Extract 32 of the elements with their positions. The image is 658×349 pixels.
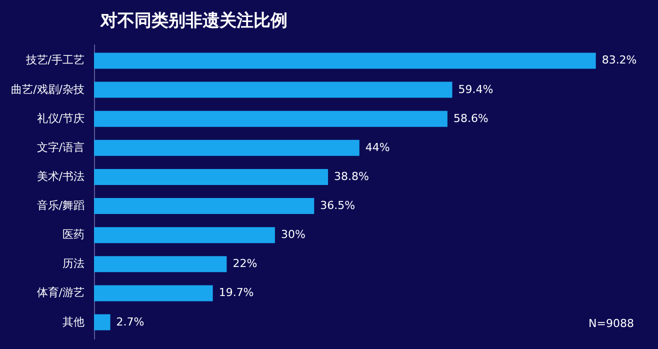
bar xyxy=(94,198,314,214)
data-label: 59.4% xyxy=(458,82,494,96)
bar xyxy=(94,140,360,156)
bar xyxy=(94,227,275,244)
y-tick-label: 曲艺/戏剧/杂技 xyxy=(11,82,84,96)
data-label: 44% xyxy=(365,140,390,154)
y-tick-label: 其他 xyxy=(62,315,84,328)
data-label: 36.5% xyxy=(320,199,356,212)
y-tick-label: 礼仪/节庆 xyxy=(36,112,84,125)
data-label: 83.2% xyxy=(602,54,637,67)
y-tick-label: 技艺/手工艺 xyxy=(24,54,84,67)
annotation: N=9088 xyxy=(588,317,634,330)
bar xyxy=(94,314,110,330)
data-label: 2.7% xyxy=(116,315,144,328)
data-label: 22% xyxy=(232,257,258,270)
bar xyxy=(94,256,227,272)
bar xyxy=(94,168,328,185)
y-tick-label: 文字/语言 xyxy=(36,140,84,154)
y-tick-label: 美术/书法 xyxy=(36,170,84,183)
bar xyxy=(94,110,448,127)
y-tick-label: 医药 xyxy=(62,228,84,242)
data-label: 58.6% xyxy=(453,112,488,125)
bar xyxy=(94,285,213,302)
bar xyxy=(94,82,452,98)
y-tick-label: 体育/游艺 xyxy=(36,286,84,300)
bar xyxy=(94,52,596,69)
data-label: 19.7% xyxy=(218,286,254,300)
y-tick-label: 历法 xyxy=(62,257,84,270)
data-label: 38.8% xyxy=(334,170,369,183)
chart-title: 对不同类别非遗关注比例 xyxy=(100,11,288,31)
y-tick-label: 音乐/舞蹈 xyxy=(36,199,84,212)
data-label: 30% xyxy=(280,228,306,242)
